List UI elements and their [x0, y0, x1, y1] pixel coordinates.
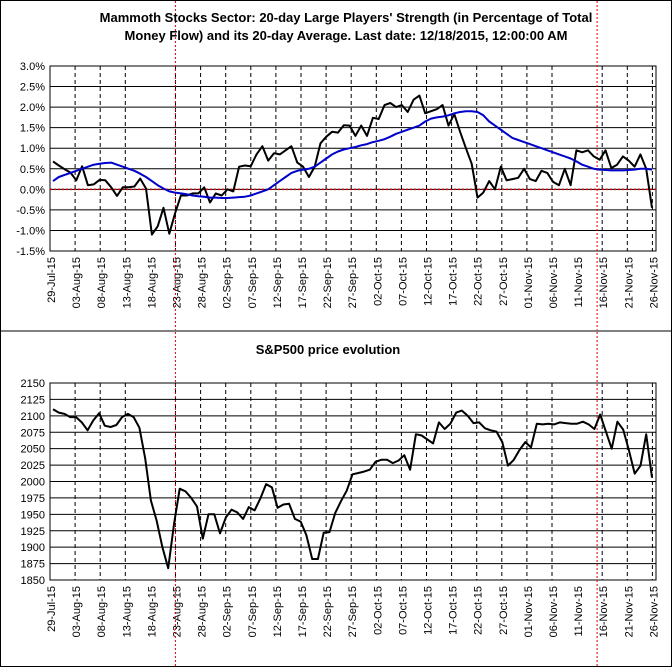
chart2-x-tick-label: 12-Sep-15	[272, 586, 284, 637]
chart2-y-tick-label: 2100	[21, 411, 45, 423]
chart1-x-tick-label: 22-Sep-15	[322, 257, 334, 308]
chart1-y-tick-label: 1.0%	[20, 143, 45, 155]
chart1-title-line2: Money Flow) and its 20-day Average. Last…	[125, 28, 568, 43]
chart2-x-tick-label: 01-Nov-15	[523, 586, 535, 637]
chart2-y-tick-label: 2025	[21, 460, 45, 472]
chart2-x-tick-label: 22-Oct-15	[473, 586, 485, 635]
chart2-y-tick-label: 1875	[21, 559, 45, 571]
chart2-y-tick-label: 1975	[21, 493, 45, 505]
chart1-x-tick-label: 27-Sep-15	[347, 257, 359, 308]
chart1-x-tick-label: 06-Nov-15	[548, 257, 560, 308]
chart1-x-tick-label: 17-Oct-15	[448, 257, 460, 306]
chart1-x-tick-label: 26-Nov-15	[648, 257, 660, 308]
chart2-x-tick-label: 03-Aug-15	[71, 586, 83, 637]
chart2-y-tick-label: 2075	[21, 427, 45, 439]
chart2-y-tick-label: 2125	[21, 394, 45, 406]
chart1-series-2-line	[52, 110, 653, 199]
chart1-x-tick-label: 12-Oct-15	[423, 257, 435, 306]
chart1-title-line1: Mammoth Stocks Sector: 20-day Large Play…	[100, 10, 593, 25]
chart2-y-tick-label: 2150	[21, 378, 45, 390]
chart2-x-tick-label: 13-Aug-15	[121, 586, 133, 637]
chart1-x-tick-label: 03-Aug-15	[71, 257, 83, 308]
chart1-series-1-line	[52, 94, 653, 236]
chart2-x-tick-label: 22-Sep-15	[322, 586, 334, 637]
chart1-x-tick-label: 01-Nov-15	[523, 257, 535, 308]
chart1-x-tick-label: 02-Sep-15	[222, 257, 234, 308]
chart1-y-tick-label: -1.0%	[16, 225, 45, 237]
chart1-y-tick-label: -0.5%	[16, 205, 45, 217]
chart1-y-tick-label: 0.0%	[20, 184, 45, 196]
chart2-x-tick-label: 11-Nov-15	[573, 586, 585, 637]
chart2-x-tick-label: 18-Aug-15	[146, 586, 158, 637]
chart1-x-tick-label: 27-Oct-15	[498, 257, 510, 306]
chart2-x-tick-label: 08-Aug-15	[96, 586, 108, 637]
chart2-y-tick-label: 1900	[21, 542, 45, 554]
chart2-x-tick-label: 27-Oct-15	[498, 586, 510, 635]
chart1-x-tick-label: 02-Oct-15	[372, 257, 384, 306]
chart2-x-tick-label: 06-Nov-15	[548, 586, 560, 637]
chart1-x-tick-label: 18-Aug-15	[146, 257, 158, 308]
chart2-x-tick-label: 26-Nov-15	[648, 586, 660, 637]
chart1-x-tick-label: 29-Jul-15	[46, 257, 58, 303]
chart1-x-tick-label: 13-Aug-15	[121, 257, 133, 308]
chart1-x-tick-label: 12-Sep-15	[272, 257, 284, 308]
chart1-y-tick-label: 2.5%	[20, 82, 45, 94]
chart2-x-tick-label: 16-Nov-15	[598, 586, 610, 637]
chart1-plot-area	[49, 65, 657, 252]
chart2-x-tick-label: 02-Sep-15	[222, 586, 234, 637]
chart1-x-tick-label: 28-Aug-15	[197, 257, 209, 308]
chart1-x-tick-label: 16-Nov-15	[598, 257, 610, 308]
chart2-y-tick-label: 2050	[21, 444, 45, 456]
chart2-y-tick-label: 1925	[21, 526, 45, 538]
chart1-y-tick-label: 2.0%	[20, 102, 45, 114]
chart2-x-tick-label: 28-Aug-15	[197, 586, 209, 637]
chart1-x-tick-label: 11-Nov-15	[573, 257, 585, 308]
chart1-x-tick-label: 23-Aug-15	[172, 257, 184, 308]
chart2-y-tick-label: 2000	[21, 477, 45, 489]
chart2-x-tick-label: 29-Jul-15	[46, 586, 58, 632]
chart1-x-tick-label: 08-Aug-15	[96, 257, 108, 308]
chart1-x-tick-label: 17-Sep-15	[297, 257, 309, 308]
chart2-x-tick-label: 07-Oct-15	[397, 586, 409, 635]
chart1-y-tick-label: 0.5%	[20, 164, 45, 176]
chart2-x-tick-label: 02-Oct-15	[372, 586, 384, 635]
chart1-x-tick-label: 07-Oct-15	[397, 257, 409, 306]
chart2-x-tick-label: 17-Sep-15	[297, 586, 309, 637]
chart2-title: S&P500 price evolution	[256, 342, 401, 357]
chart2-y-tick-label: 1850	[21, 575, 45, 587]
chart1-y-tick-label: 3.0%	[20, 61, 45, 73]
chart1-x-tick-label: 07-Sep-15	[247, 257, 259, 308]
chart2-x-tick-label: 12-Oct-15	[423, 586, 435, 635]
chart2-x-tick-label: 27-Sep-15	[347, 586, 359, 637]
chart2-x-tick-label: 17-Oct-15	[448, 586, 460, 635]
chart2-x-tick-label: 23-Aug-15	[172, 586, 184, 637]
chart1-x-tick-label: 22-Oct-15	[473, 257, 485, 306]
chart1-y-tick-label: -1.5%	[16, 246, 45, 258]
chart2-y-tick-label: 1950	[21, 509, 45, 521]
chart2-x-tick-label: 07-Sep-15	[247, 586, 259, 637]
chart2-x-tick-label: 21-Nov-15	[623, 586, 635, 637]
chart1-y-tick-label: 1.5%	[20, 123, 45, 135]
chart2-series-1-line	[52, 408, 653, 570]
chart1-x-tick-label: 21-Nov-15	[623, 257, 635, 308]
